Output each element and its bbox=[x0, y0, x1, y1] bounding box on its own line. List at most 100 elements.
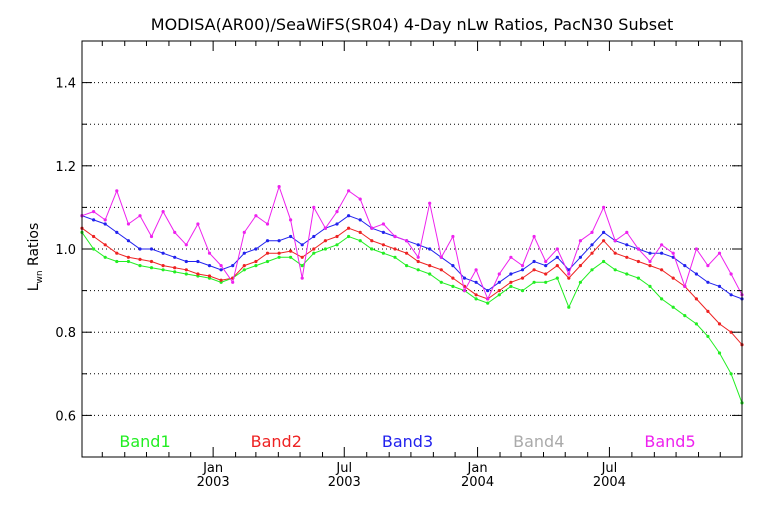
y-axis-label-subscript: wn bbox=[35, 270, 45, 283]
data-point bbox=[405, 251, 409, 255]
data-point bbox=[474, 297, 478, 301]
data-point bbox=[451, 284, 455, 288]
data-point bbox=[126, 255, 130, 259]
data-point bbox=[358, 230, 362, 234]
data-point bbox=[555, 247, 559, 251]
data-point bbox=[486, 297, 490, 301]
data-point bbox=[184, 259, 188, 264]
data-point bbox=[347, 226, 351, 230]
data-point bbox=[265, 259, 270, 264]
data-point bbox=[149, 234, 154, 239]
data-point bbox=[161, 268, 165, 272]
data-point bbox=[555, 264, 559, 268]
data-point bbox=[184, 243, 188, 247]
data-point bbox=[590, 251, 594, 255]
data-point bbox=[660, 268, 664, 272]
data-point bbox=[602, 259, 606, 264]
x-tick-year-label: 2004 bbox=[593, 475, 626, 490]
data-point bbox=[231, 280, 235, 284]
x-tick-year-label: 2003 bbox=[328, 475, 361, 490]
series-band5 bbox=[80, 184, 744, 301]
data-point bbox=[173, 230, 177, 234]
data-point bbox=[138, 257, 142, 261]
data-point bbox=[161, 251, 165, 255]
x-tick-month-label: Jan bbox=[467, 461, 488, 476]
data-point bbox=[544, 280, 548, 284]
data-point bbox=[509, 280, 513, 284]
data-point bbox=[660, 243, 664, 247]
data-point bbox=[439, 268, 443, 272]
data-point bbox=[567, 276, 571, 280]
x-tick-month-label: Jan bbox=[202, 461, 223, 476]
data-point bbox=[717, 322, 722, 326]
data-point bbox=[335, 234, 339, 239]
data-point bbox=[544, 272, 548, 276]
data-point bbox=[265, 251, 270, 255]
data-point bbox=[231, 264, 235, 268]
data-point bbox=[544, 264, 548, 268]
data-point bbox=[497, 289, 501, 293]
data-point bbox=[277, 255, 281, 259]
data-point bbox=[729, 372, 733, 376]
series-line bbox=[81, 184, 743, 301]
data-point bbox=[254, 214, 258, 218]
data-point bbox=[393, 234, 397, 239]
data-point bbox=[138, 214, 142, 218]
x-tick-year-label: 2003 bbox=[197, 475, 230, 490]
data-point bbox=[497, 272, 501, 276]
data-point bbox=[729, 330, 733, 334]
data-point bbox=[92, 247, 96, 251]
data-point bbox=[312, 234, 316, 239]
data-point bbox=[242, 268, 246, 272]
data-point bbox=[103, 222, 107, 226]
data-point bbox=[358, 218, 362, 222]
data-point bbox=[207, 251, 212, 255]
data-point bbox=[300, 276, 304, 280]
data-point bbox=[671, 305, 675, 309]
data-point bbox=[265, 239, 270, 243]
series-line bbox=[81, 215, 743, 300]
x-tick-month-label: Jul bbox=[601, 461, 618, 476]
data-point bbox=[590, 230, 594, 234]
data-point bbox=[474, 268, 478, 272]
y-axis-label: Lwn Ratios bbox=[26, 223, 45, 292]
data-point bbox=[254, 247, 258, 251]
data-point bbox=[462, 289, 467, 293]
data-point bbox=[312, 251, 316, 255]
data-point bbox=[439, 280, 443, 284]
data-point bbox=[428, 272, 432, 276]
data-point bbox=[706, 309, 710, 313]
y-tick-label: 0.6 bbox=[55, 409, 76, 424]
data-point bbox=[694, 272, 699, 276]
data-point bbox=[717, 284, 722, 288]
data-point bbox=[370, 226, 374, 230]
data-point bbox=[660, 297, 664, 301]
data-point bbox=[578, 255, 583, 259]
data-point bbox=[196, 259, 200, 264]
data-point bbox=[428, 247, 432, 251]
x-tick-month-label: Jul bbox=[335, 461, 352, 476]
data-point bbox=[636, 247, 641, 251]
data-point bbox=[370, 247, 374, 251]
data-point bbox=[381, 251, 385, 255]
data-point bbox=[451, 234, 455, 239]
data-point bbox=[219, 278, 223, 282]
data-point bbox=[416, 255, 420, 259]
data-point bbox=[103, 255, 107, 259]
data-point bbox=[683, 264, 687, 268]
data-point bbox=[497, 293, 501, 297]
data-point bbox=[717, 251, 722, 255]
data-point bbox=[358, 239, 362, 243]
data-point bbox=[184, 268, 188, 272]
data-point bbox=[416, 268, 420, 272]
data-point bbox=[509, 284, 513, 288]
data-point bbox=[555, 276, 559, 280]
data-point bbox=[706, 264, 710, 268]
data-point bbox=[520, 276, 525, 280]
data-point bbox=[289, 255, 293, 259]
data-point bbox=[462, 276, 467, 280]
data-point bbox=[497, 280, 501, 284]
data-point bbox=[613, 239, 617, 243]
data-point bbox=[323, 239, 327, 243]
